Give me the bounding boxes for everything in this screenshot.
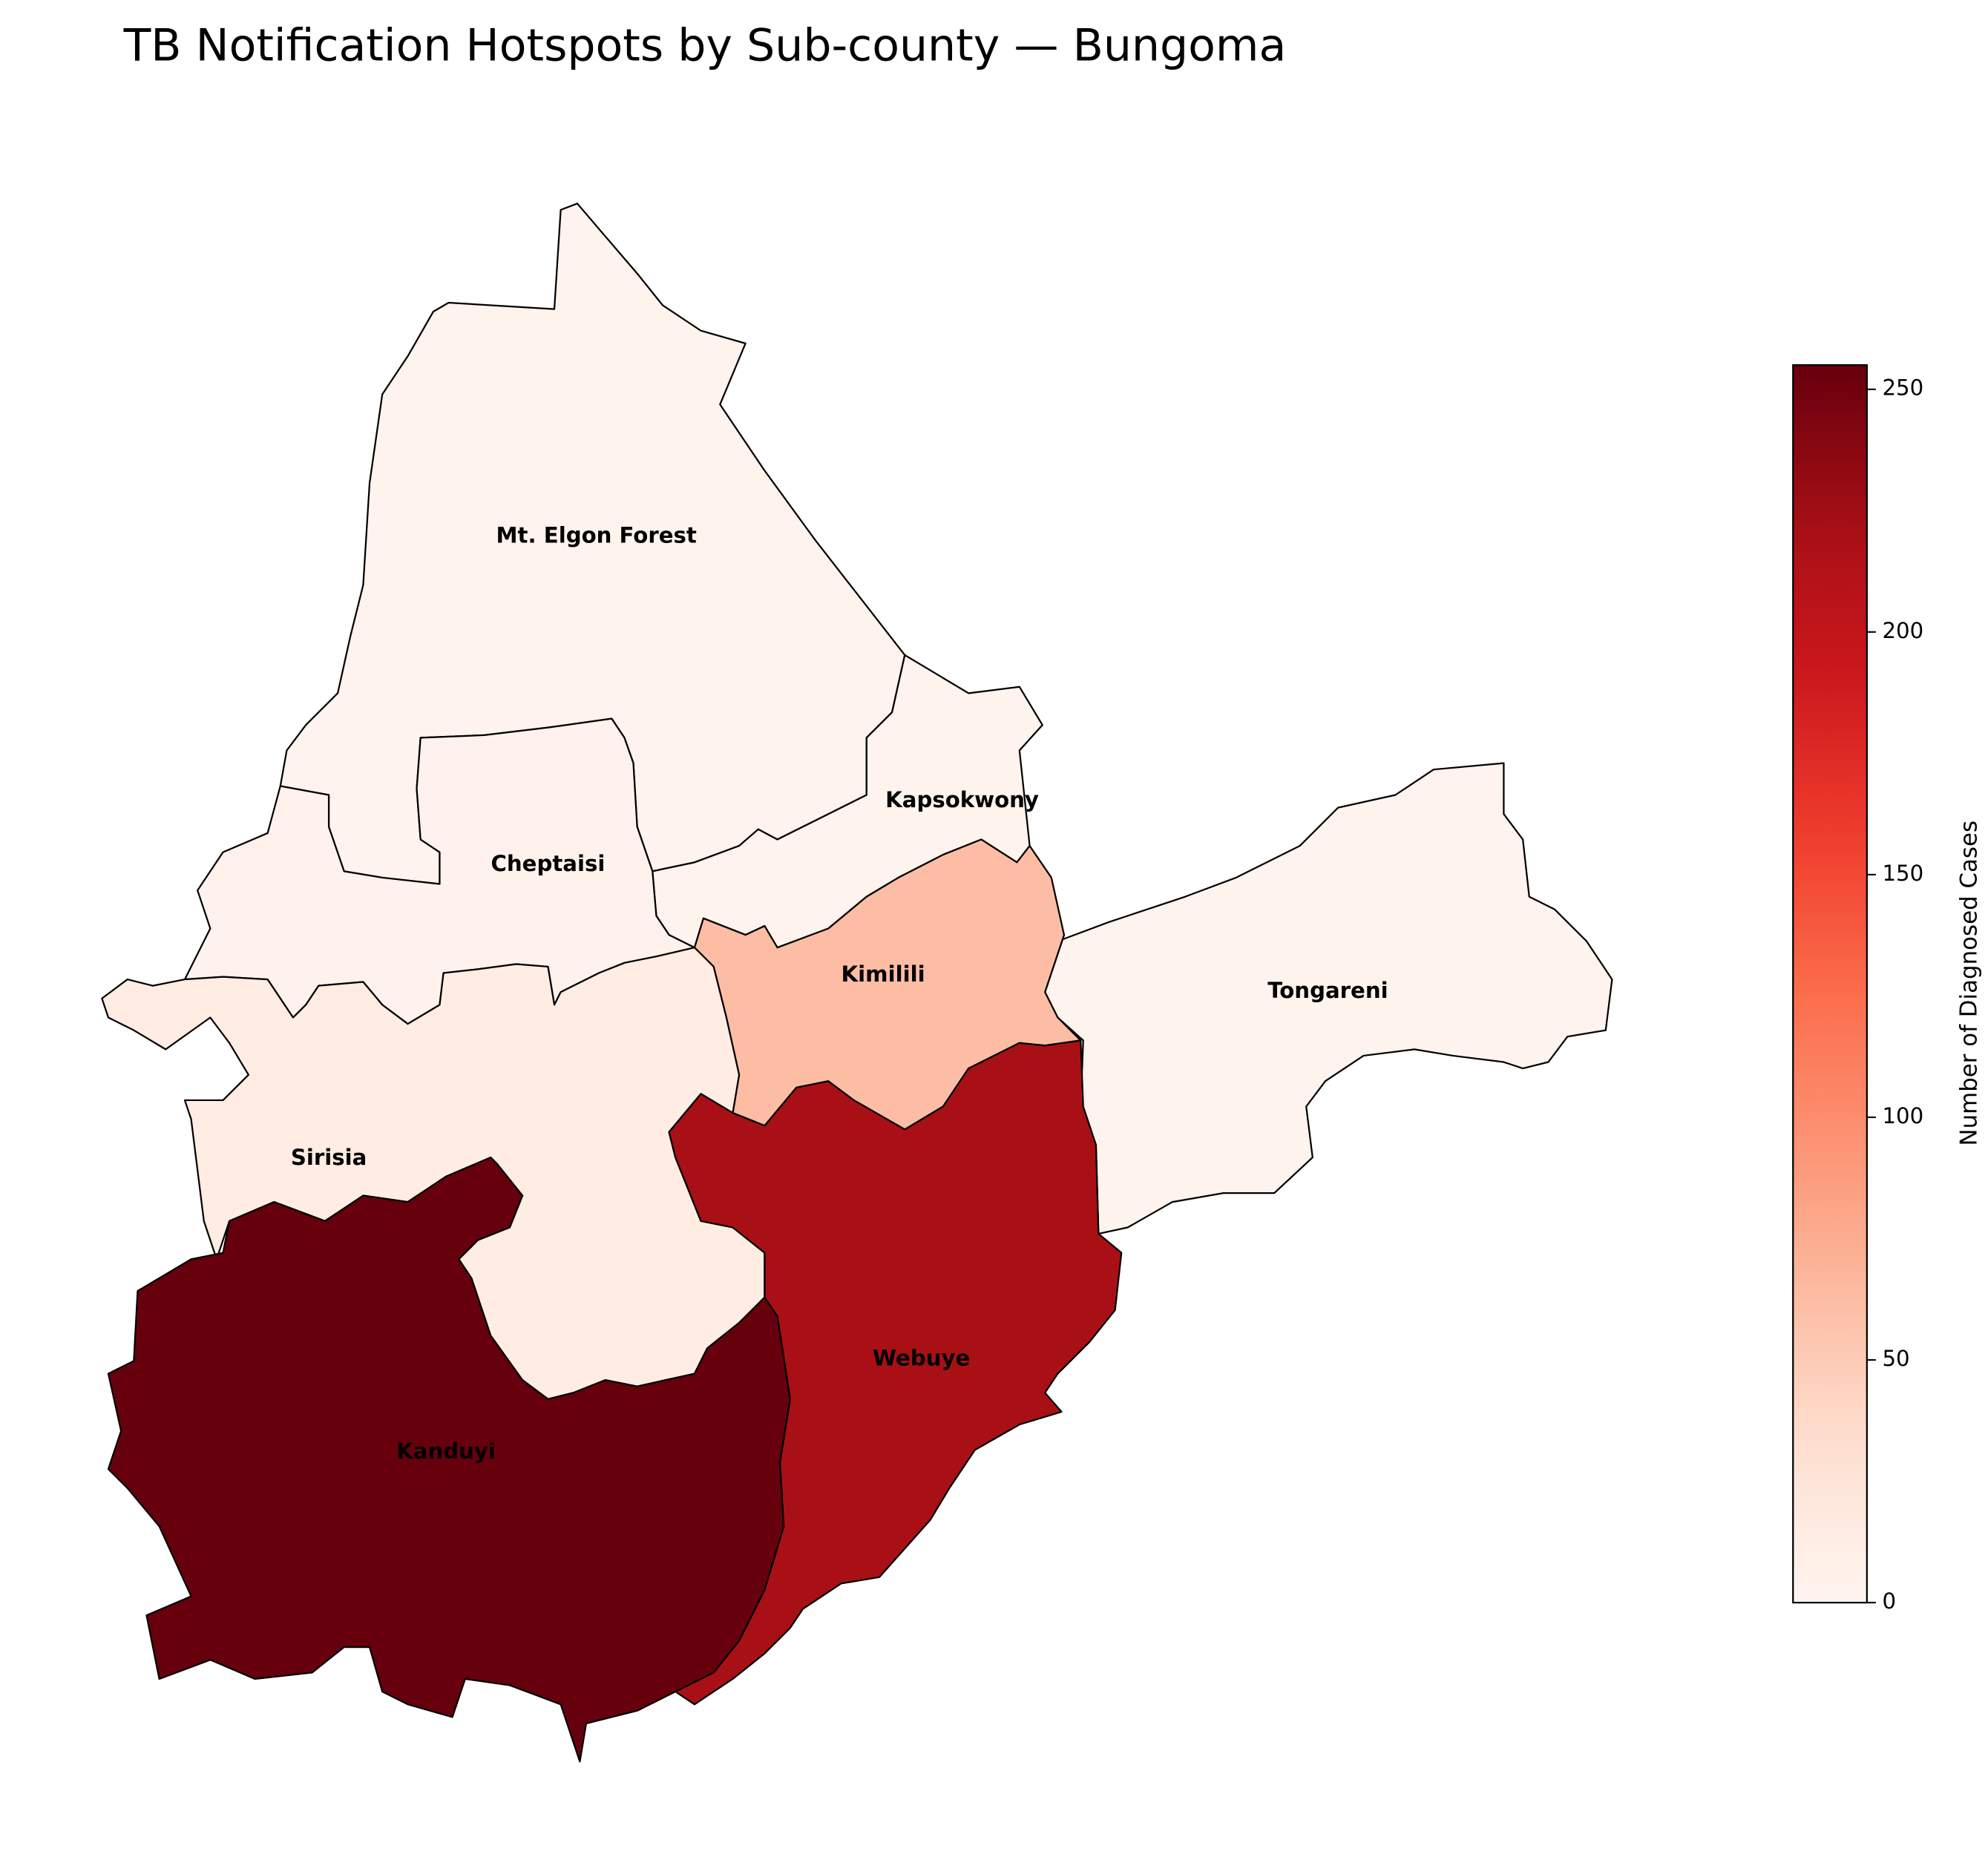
colorbar-tick-label: 100 <box>1882 1103 1923 1128</box>
region-label-tongareni: Tongareni <box>1267 978 1388 1003</box>
region-label-kanduyi: Kanduyi <box>396 1439 496 1464</box>
region-label-sirisia: Sirisia <box>291 1145 367 1170</box>
region-label-mt-elgon-forest: Mt. Elgon Forest <box>496 522 697 548</box>
region-label-cheptaisi: Cheptaisi <box>491 851 605 876</box>
region-webuye <box>668 1039 1123 1706</box>
colorbar-tick-label: 50 <box>1882 1346 1909 1371</box>
region-label-kimilili: Kimilili <box>842 962 925 987</box>
region-label-webuye: Webuye <box>873 1346 970 1371</box>
region-labels: Mt. Elgon Forest Kapsokwony Cheptaisi Tonga… <box>291 522 1388 1463</box>
colorbar-tick-label: 150 <box>1882 861 1923 886</box>
chart-title: TB Notification Hotspots by Sub-county —… <box>123 20 1287 72</box>
region-label-kapsokwony: Kapsokwony <box>885 787 1039 812</box>
map-regions <box>101 203 1613 1763</box>
colorbar-tick-label: 250 <box>1882 375 1923 401</box>
colorbar-tick-label: 0 <box>1882 1588 1896 1614</box>
colorbar-label: Number of Diagnosed Cases <box>1955 821 1982 1146</box>
colorbar-gradient <box>1792 364 1868 1604</box>
colorbar: 0 50 100 150 200 250 Number of Diagnosed Case… <box>1792 364 1982 1614</box>
region-kanduyi <box>107 1156 791 1763</box>
colorbar-tick-label: 200 <box>1882 618 1923 643</box>
colorbar-ticks: 0 50 100 150 200 250 <box>1866 375 1923 1614</box>
